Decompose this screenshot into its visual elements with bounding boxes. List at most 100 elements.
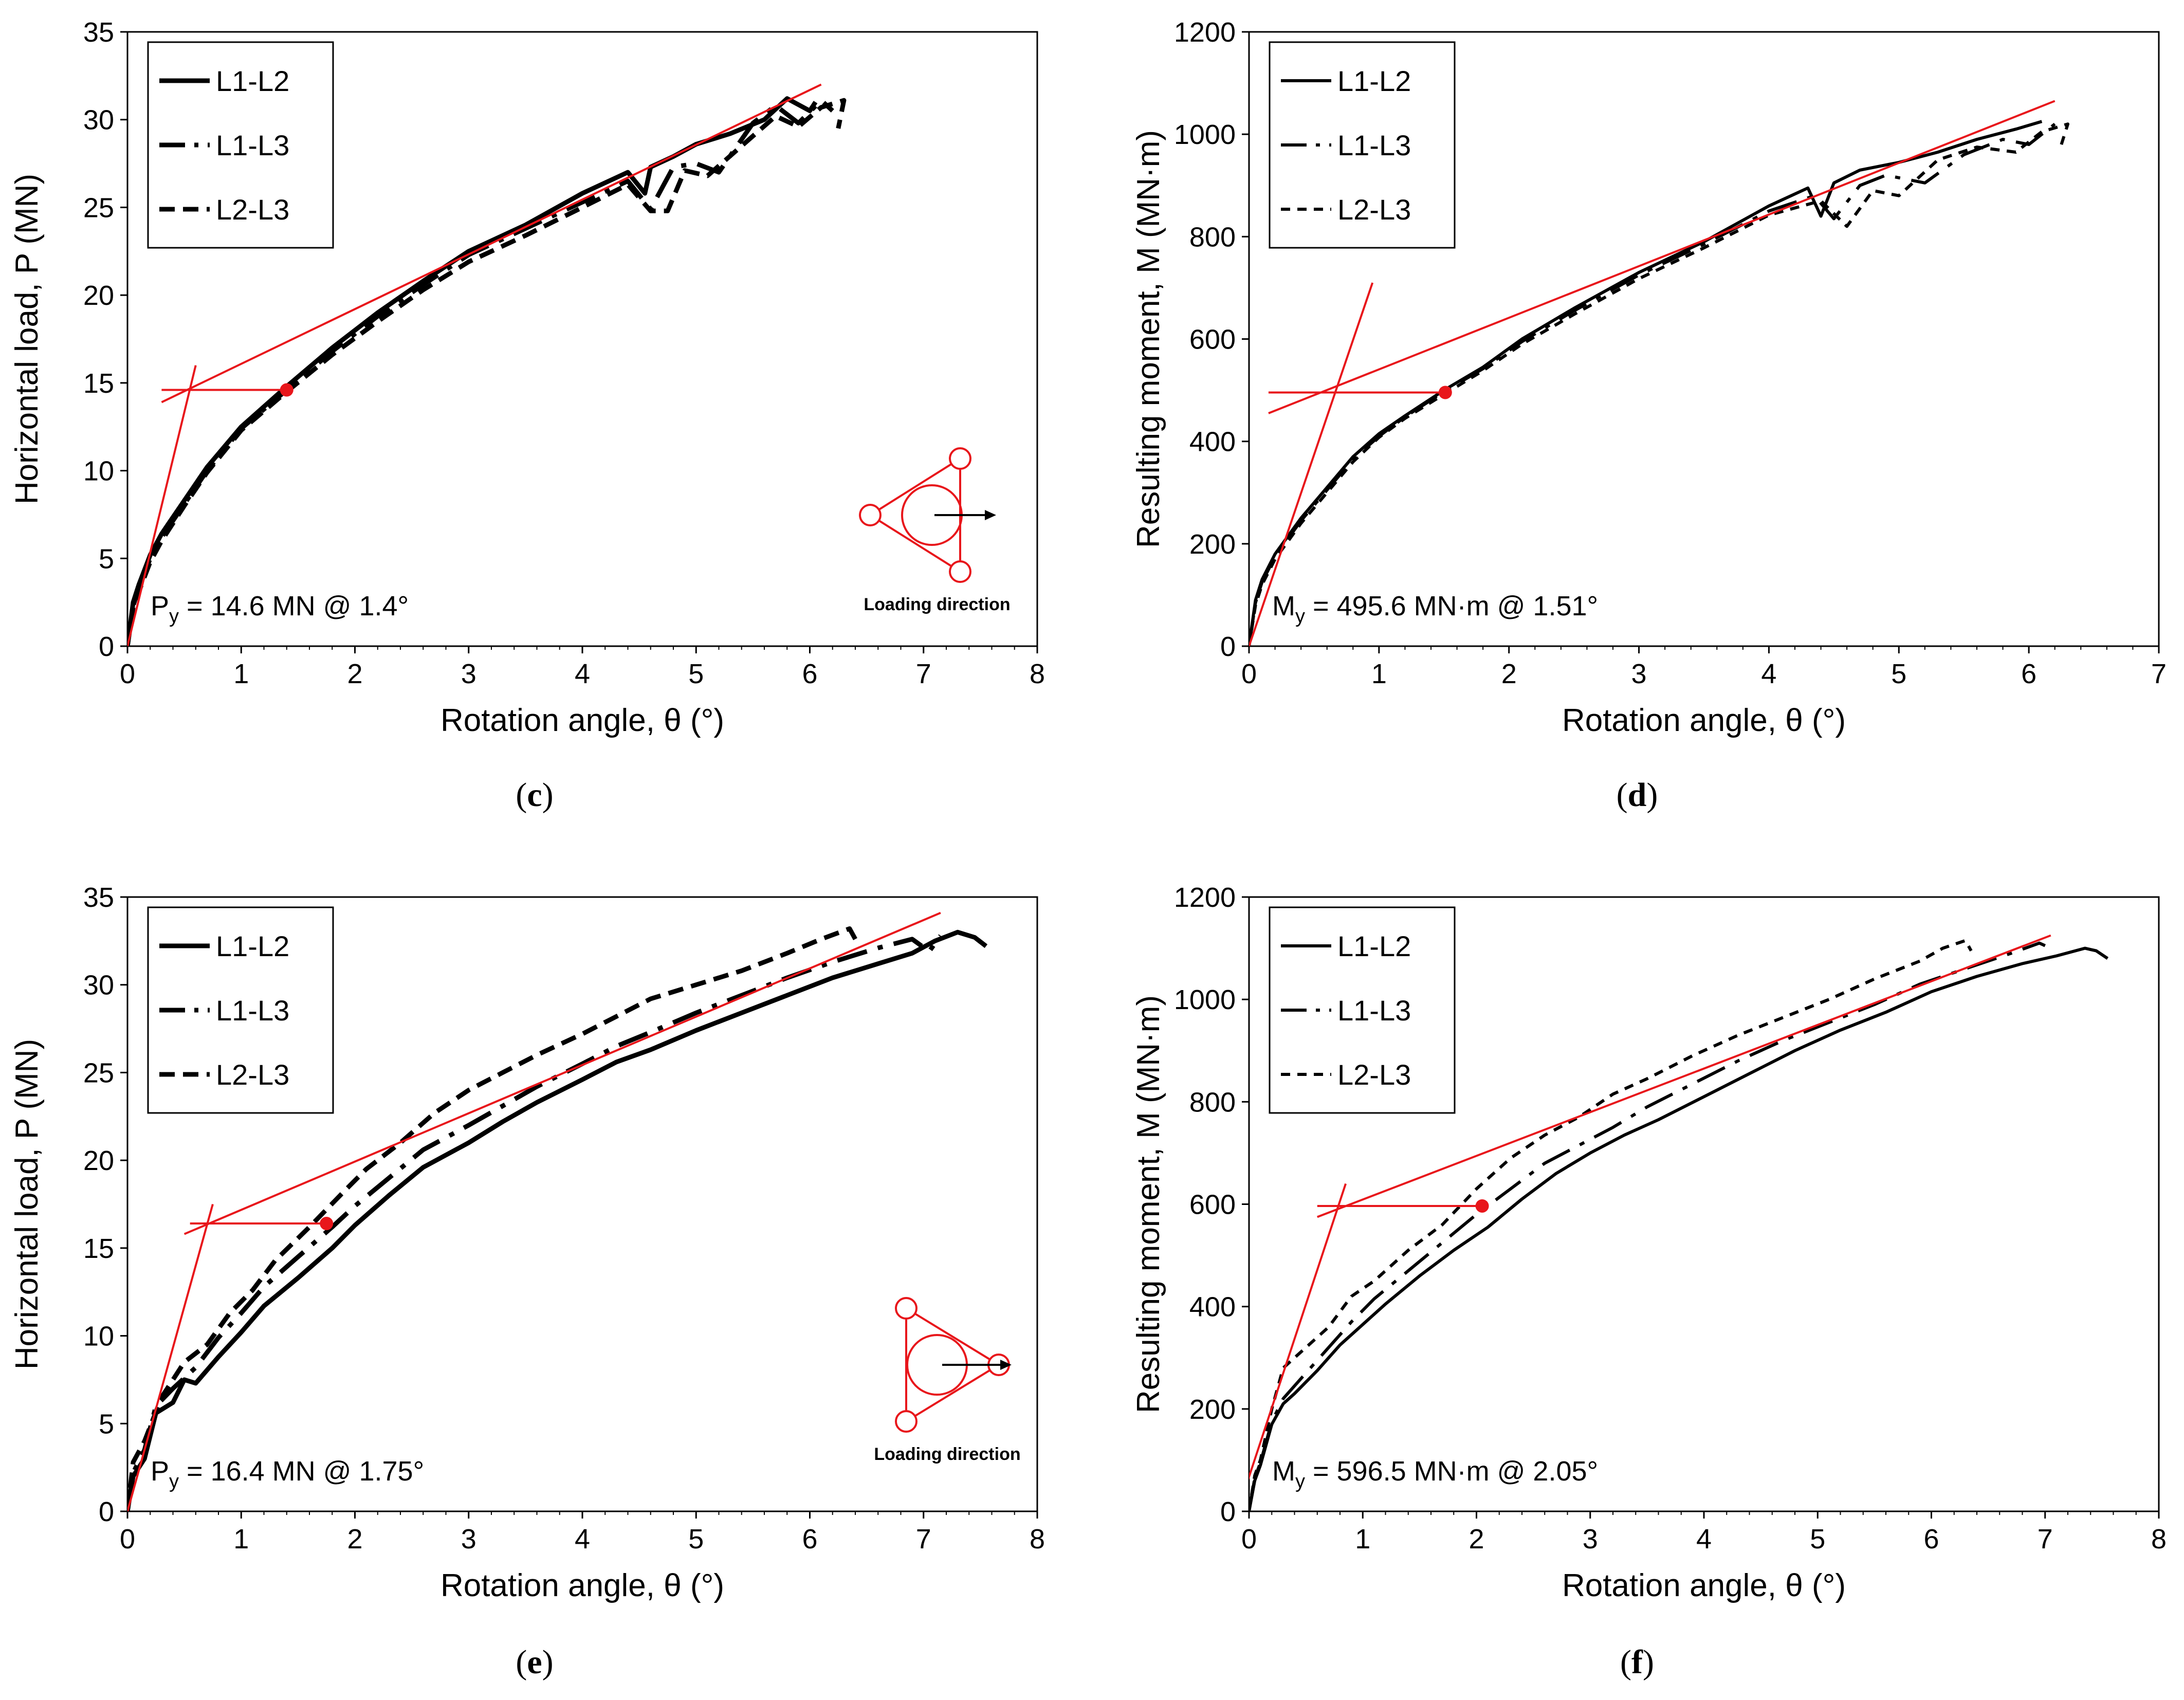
annotation-text: = 14.6 MN @ 1.4° (179, 591, 409, 621)
y-tick-label: 25 (83, 1057, 114, 1088)
panel-caption: (f) (1620, 1643, 1654, 1681)
legend-label-L2-L3: L2-L3 (216, 193, 289, 226)
x-tick-label: 8 (1030, 1524, 1045, 1555)
fit-line (161, 83, 822, 404)
fit-line (127, 365, 197, 646)
annotation-var: M (1272, 591, 1295, 621)
annotation-text: = 495.6 MN·m @ 1.51° (1305, 591, 1598, 621)
caption-paren: ) (542, 776, 554, 814)
caption-paren: ) (1646, 776, 1658, 814)
caption-letter: d (1628, 776, 1647, 814)
y-tick-label: 1000 (1174, 119, 1236, 150)
yield-point (320, 1217, 334, 1231)
y-tick-label: 35 (83, 17, 114, 48)
series-line-L1-L3 (1249, 122, 2056, 646)
yield-annotation: My = 596.5 MN·m @ 2.05° (1272, 1456, 1598, 1492)
load-arrow-head (985, 510, 996, 520)
series-line-L1-L3 (127, 934, 943, 1511)
x-tick-label: 7 (916, 659, 931, 689)
annotation-sub: y (1295, 606, 1305, 627)
y-axis-label: Horizontal load, P (MN) (9, 1039, 45, 1369)
yield-annotation: My = 495.6 MN·m @ 1.51° (1272, 591, 1598, 627)
y-tick-label: 10 (83, 1321, 114, 1352)
y-tick-label: 10 (83, 456, 114, 487)
x-tick-label: 0 (120, 659, 135, 689)
x-tick-label: 4 (1696, 1524, 1712, 1555)
inset-leg (949, 447, 971, 470)
yield-point (1475, 1199, 1489, 1213)
x-tick-label: 2 (1469, 1524, 1484, 1555)
y-tick-label: 400 (1189, 427, 1236, 458)
annotation-sub: y (1295, 1471, 1305, 1492)
caption-paren: ( (516, 1643, 527, 1681)
x-tick-label: 2 (347, 659, 362, 689)
caption-paren: ) (542, 1643, 554, 1681)
legend-label-L1-L2: L1-L2 (1337, 65, 1411, 97)
inset-label: Loading direction (864, 595, 1010, 614)
load-arrow-head (1000, 1360, 1012, 1370)
yield-point (280, 383, 293, 397)
x-tick-label: 3 (461, 659, 476, 689)
y-tick-label: 1200 (1174, 17, 1236, 48)
yield-point (1438, 386, 1452, 399)
x-tick-label: 4 (575, 1524, 590, 1555)
x-tick-label: 5 (1891, 659, 1906, 689)
yield-annotation: Py = 14.6 MN @ 1.4° (151, 591, 409, 627)
annotation-sub: y (169, 606, 179, 627)
annotation-var: P (151, 591, 169, 621)
caption-paren: ( (1617, 776, 1628, 814)
legend-label-L1-L3: L1-L3 (216, 129, 289, 161)
x-tick-label: 1 (233, 1524, 249, 1555)
inset-diagram: Loading direction (874, 1297, 1021, 1464)
x-tick-label: 5 (688, 1524, 704, 1555)
x-tick-label: 3 (461, 1524, 476, 1555)
legend-label-L1-L3: L1-L3 (216, 994, 289, 1027)
x-tick-label: 8 (2151, 1524, 2167, 1555)
y-tick-label: 5 (99, 543, 114, 574)
x-axis-label: Rotation angle, θ (°) (441, 1568, 724, 1603)
plot-content (127, 83, 847, 646)
y-tick-label: 0 (1220, 1496, 1236, 1527)
plot-content (1249, 934, 2109, 1511)
annotation-text: = 16.4 MN @ 1.75° (179, 1456, 424, 1487)
x-tick-label: 6 (1923, 1524, 1939, 1555)
legend: L1-L2 L1-L3 L2-L3 (147, 906, 334, 1114)
x-tick-label: 1 (1355, 1524, 1370, 1555)
x-tick-label: 7 (916, 1524, 931, 1555)
legend-label-L2-L3: L2-L3 (216, 1058, 289, 1091)
x-tick-label: 4 (575, 659, 590, 689)
panel-caption: (d) (1617, 776, 1658, 814)
y-tick-label: 5 (99, 1409, 114, 1439)
legend-label-L1-L2: L1-L2 (1337, 930, 1411, 962)
x-tick-label: 2 (347, 1524, 362, 1555)
legend: L1-L2 L1-L3 L2-L3 (147, 41, 334, 249)
chart-e: 0 1 2 3 4 5 6 7 8 0 5 10 15 20 25 30 35 Rotation angle, θ… (9, 882, 1045, 1681)
series-line-L1-L2 (127, 929, 988, 1511)
y-tick-label: 1000 (1174, 984, 1236, 1015)
y-tick-label: 25 (83, 192, 114, 223)
legend-label-L1-L2: L1-L2 (216, 930, 289, 962)
y-tick-label: 200 (1189, 1394, 1236, 1425)
inset-label: Loading direction (874, 1445, 1020, 1464)
x-tick-label: 3 (1631, 659, 1647, 689)
panel-caption: (c) (516, 776, 553, 814)
x-tick-label: 0 (1241, 1524, 1257, 1555)
x-tick-label: 1 (233, 659, 249, 689)
x-tick-label: 8 (1030, 659, 1045, 689)
y-tick-label: 800 (1189, 1087, 1236, 1118)
x-tick-label: 3 (1583, 1524, 1598, 1555)
y-tick-label: 30 (83, 105, 114, 136)
y-tick-label: 800 (1189, 222, 1236, 252)
y-tick-label: 0 (1220, 631, 1236, 662)
y-tick-label: 1200 (1174, 882, 1236, 913)
x-axis-label: Rotation angle, θ (°) (441, 703, 724, 738)
y-tick-label: 0 (99, 631, 114, 662)
panel-caption: (e) (516, 1643, 553, 1681)
legend-label-L1-L2: L1-L2 (216, 65, 289, 97)
yield-annotation: Py = 16.4 MN @ 1.75° (151, 1456, 424, 1492)
x-axis-label: Rotation angle, θ (°) (1562, 703, 1846, 738)
annotation-text: = 596.5 MN·m @ 2.05° (1305, 1456, 1598, 1487)
x-tick-label: 1 (1371, 659, 1387, 689)
series-line-L1-L2 (1249, 946, 2109, 1511)
inset-leg (859, 504, 882, 526)
